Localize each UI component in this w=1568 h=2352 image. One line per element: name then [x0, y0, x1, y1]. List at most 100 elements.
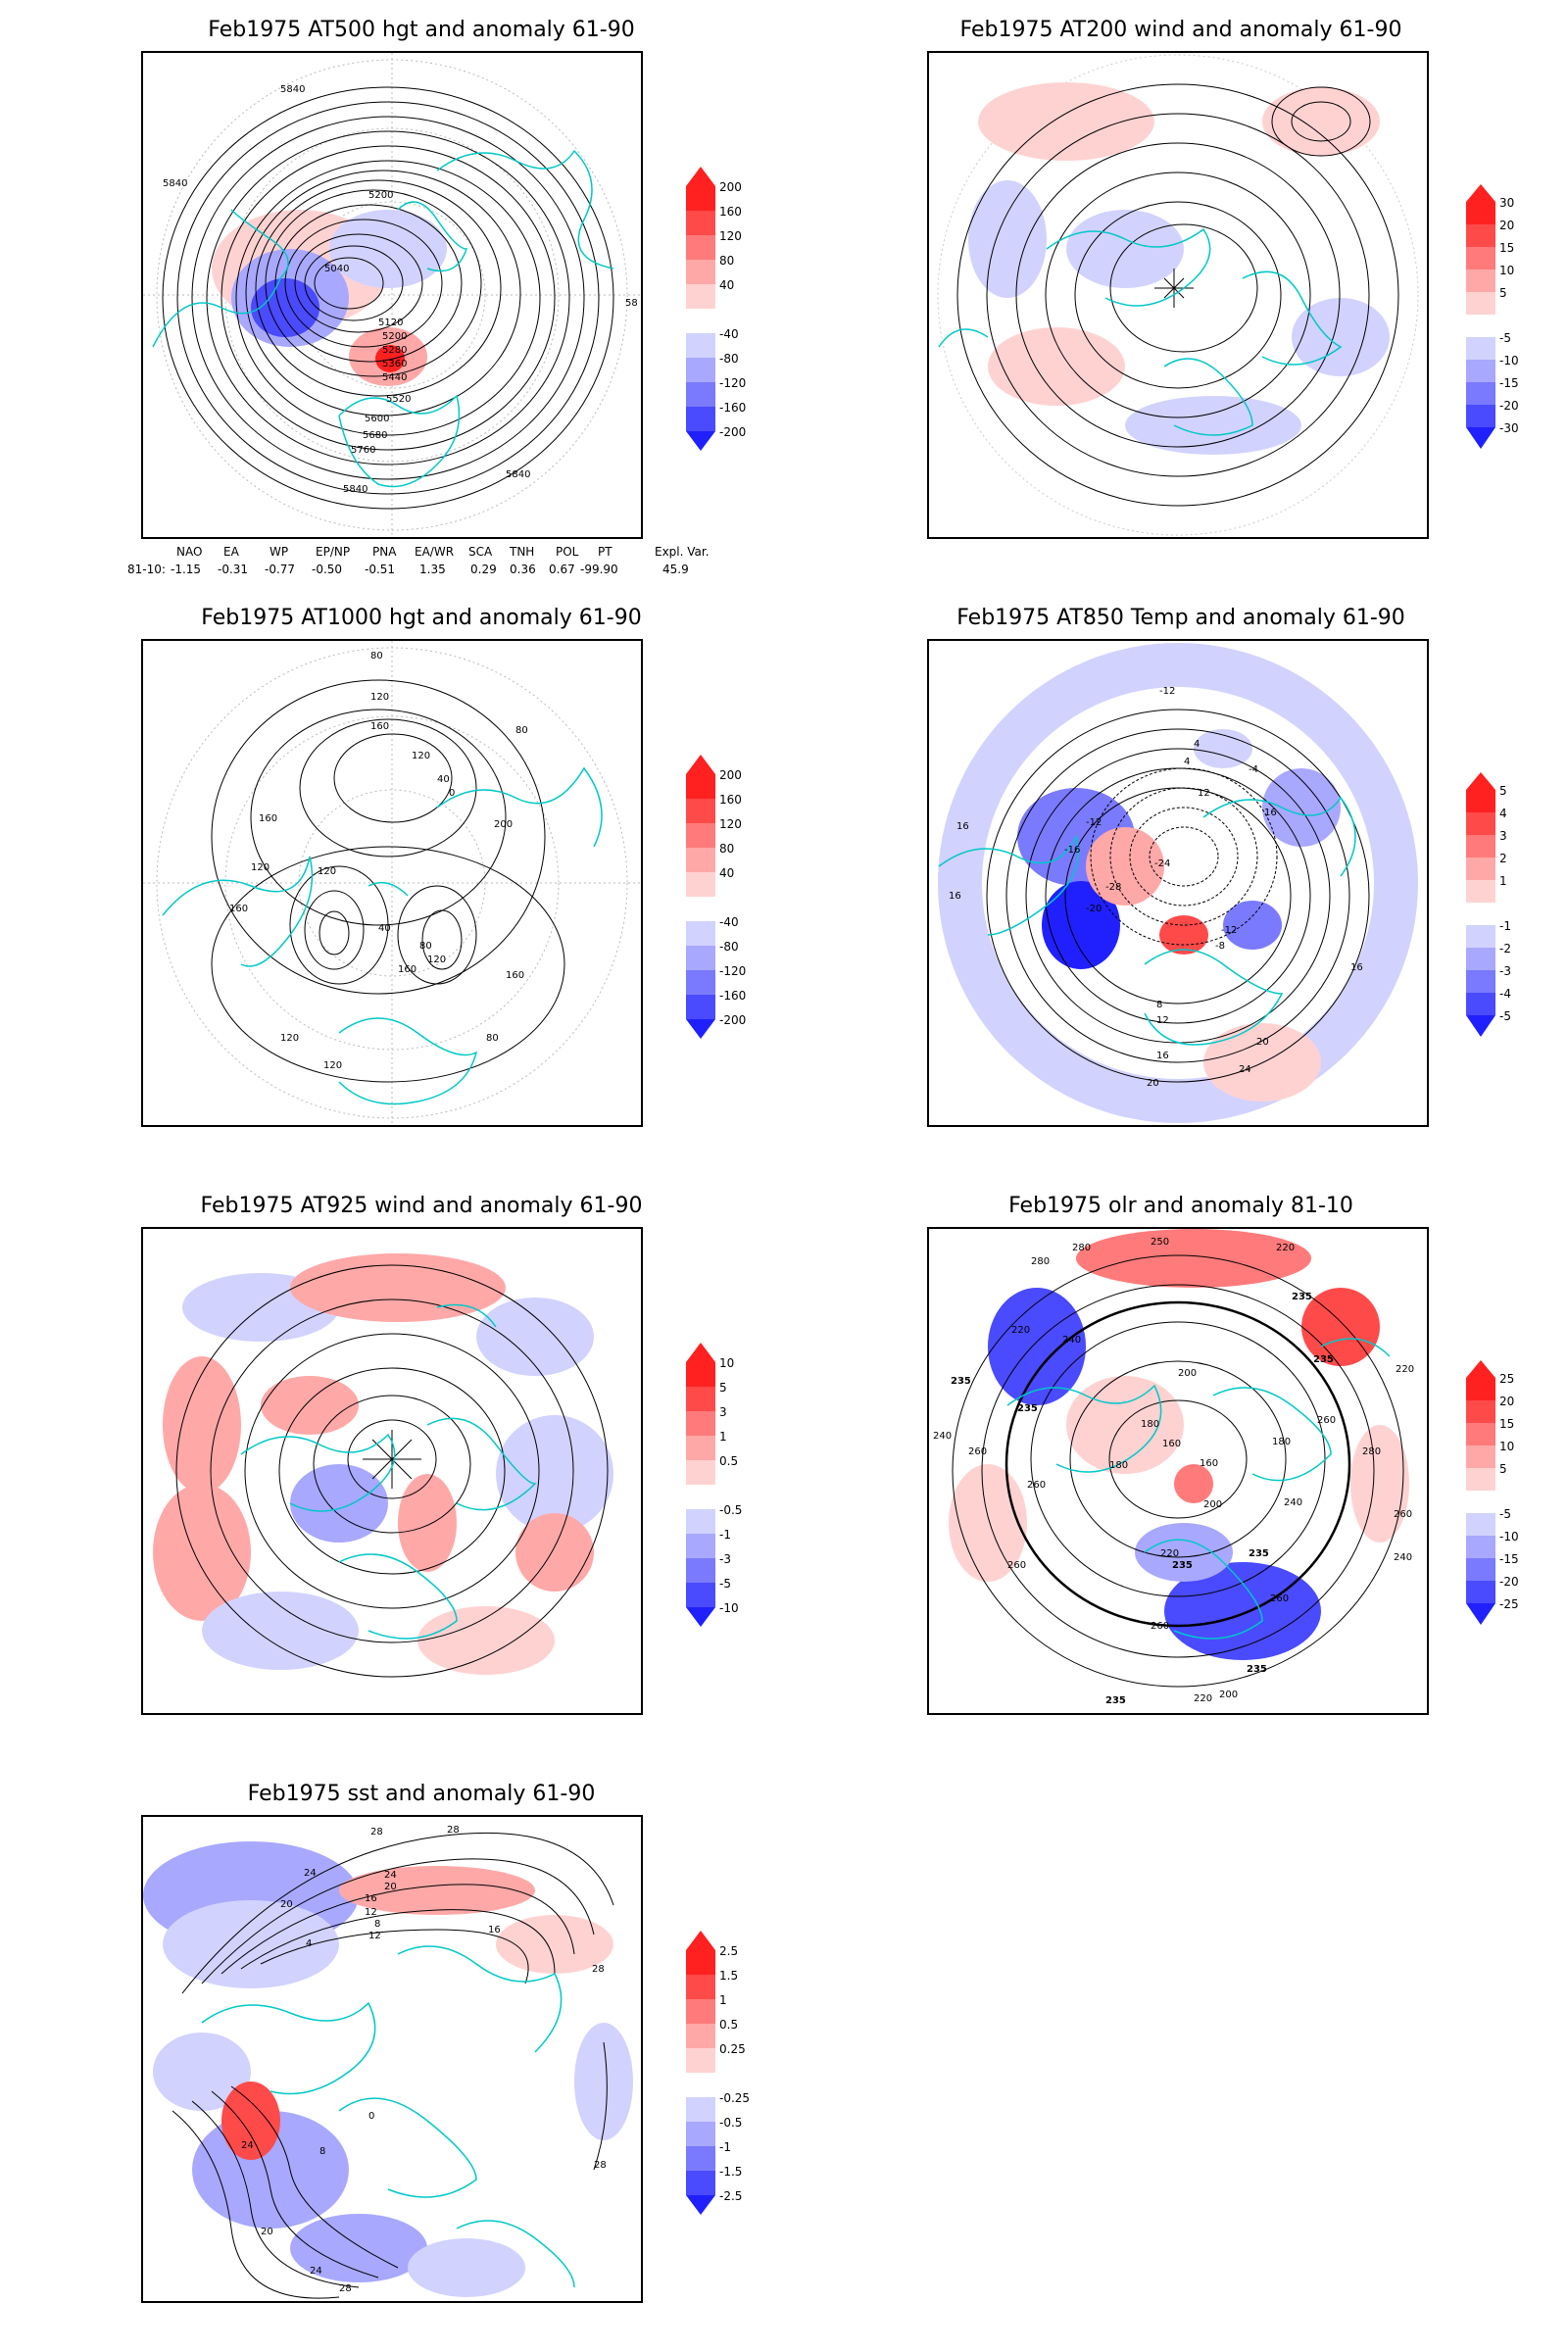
colorbar-label: -10	[719, 1601, 739, 1615]
anomaly-shading	[143, 1841, 633, 2297]
colorbar-label: -80	[719, 352, 739, 366]
colorbar-label: 5	[719, 1381, 727, 1395]
dashed-contours	[1090, 767, 1278, 946]
colorbar-label: 2	[1499, 852, 1507, 865]
idx-value: -0.50	[312, 563, 343, 576]
contour-label: 20	[280, 1899, 293, 1910]
contour-label: 24	[304, 1868, 317, 1879]
contour-label: 5120	[378, 318, 404, 328]
colorbar-label: -0.25	[719, 2091, 751, 2105]
colorbar-label: 120	[719, 229, 742, 243]
contour-label: 8	[1156, 1000, 1163, 1010]
contour-label: 5840	[343, 484, 368, 495]
contour-label: 20	[261, 2227, 273, 2237]
colorbar-label: 80	[719, 842, 735, 856]
colorbar: 2.5 1.5 1 0.5 0.25 -0.25 -0.5 -1 -1.5 -2…	[686, 1931, 784, 2215]
contour-label: 260	[968, 1446, 988, 1457]
colorbar-label: 3	[719, 1405, 727, 1419]
idx-header: SCA	[468, 545, 493, 559]
contour-label: 160	[229, 904, 249, 914]
colorbar: 10 5 3 1 0.5 -0.5 -1 -3 -5 -10	[686, 1343, 784, 1627]
contour-label: 4	[306, 1938, 313, 1949]
contour-label: 240	[1394, 1552, 1413, 1563]
colorbar-label: -40	[719, 327, 739, 341]
contour-label: 80	[370, 651, 383, 662]
map-olr: 280 280 250 220 235 240 220 235 235 240 …	[927, 1227, 1429, 1715]
colorbar-label: 4	[1499, 807, 1507, 820]
contour-label: 160	[1200, 1458, 1219, 1469]
contour-label: 20	[1147, 1078, 1159, 1089]
contour-label: 240	[1062, 1335, 1082, 1346]
coastlines	[162, 766, 603, 1105]
contour-label: 16	[488, 1925, 501, 1936]
contour-label: 235	[1172, 1560, 1193, 1571]
contour-label: 28	[592, 1964, 605, 1975]
panel-title: Feb1975 olr and anomaly 81-10	[1008, 1194, 1353, 1218]
map-at1000: 80 120 160 120 40 0 160 80 200 120 120 1…	[141, 639, 643, 1127]
contour-label: 200	[1178, 1368, 1198, 1379]
colorbar-label: 20	[1499, 1395, 1515, 1408]
contour-label: 5200	[382, 331, 408, 342]
colorbar-label: 5	[1499, 286, 1507, 300]
contour-label: 120	[251, 862, 270, 873]
colorbar-label: 15	[1499, 241, 1515, 255]
colorbar: 25 20 15 10 5 -5 -10 -15 -20 -25	[1466, 1360, 1564, 1625]
colorbar-label: -2.5	[719, 2189, 743, 2203]
colorbar-label: -1	[719, 2140, 731, 2154]
contour-label: 5840	[280, 84, 306, 95]
contour-label: 5200	[368, 190, 394, 201]
colorbar-label: -15	[1499, 1552, 1519, 1566]
anomaly-shading	[968, 82, 1390, 455]
contour-label: 260	[1270, 1593, 1290, 1604]
contour-label: -12	[1086, 817, 1102, 828]
contour-label: -28	[1105, 882, 1122, 893]
contour-label: 260	[1317, 1415, 1337, 1426]
height-contours	[211, 679, 565, 1083]
contour-label: 120	[427, 955, 447, 965]
colorbar-label: -5	[719, 1577, 731, 1591]
contour-label: 220	[1396, 1364, 1415, 1375]
contour-label: 160	[1162, 1439, 1182, 1449]
contour-label: 260	[1151, 1621, 1170, 1632]
contour-label: 16	[1264, 808, 1277, 818]
contour-label: 280	[1031, 1256, 1051, 1267]
colorbar-label: 25	[1499, 1372, 1515, 1386]
colorbar-label: -5	[1499, 1009, 1511, 1023]
idx-header: NAO	[176, 545, 203, 559]
colorbar-label: -160	[719, 401, 747, 415]
map-at850-temp: -12 -12 -16 -24 -28 -20 -12 -8 16 16 16 …	[927, 639, 1429, 1127]
contour-label: 20	[1256, 1037, 1269, 1048]
contour-label: 235	[1017, 1403, 1038, 1414]
contour-label: 5840	[506, 469, 531, 480]
colorbar-label: 160	[719, 793, 742, 807]
map-sst: 28 28 24 20 24 20 16 12 8 4 16 12 24 8 0…	[141, 1815, 643, 2303]
contour-label: 8	[374, 1919, 381, 1930]
colorbar-label: -40	[719, 915, 739, 929]
idx-header: EA	[223, 545, 239, 559]
contour-label: 220	[1194, 1693, 1213, 1704]
colorbar-label: -20	[1499, 1575, 1519, 1589]
contour-label: 12	[365, 1907, 377, 1918]
contour-label: 40	[437, 774, 450, 785]
colorbar: 200 160 120 80 40 -40 -80 -120 -160 -200	[686, 755, 784, 1039]
contour-label: 220	[1276, 1243, 1296, 1253]
colorbar-label: -2	[1499, 942, 1511, 956]
colorbar: 30 20 15 10 5 -5 -10 -15 -20 -30	[1466, 184, 1564, 449]
colorbar-label: -5	[1499, 1507, 1511, 1521]
contour-label: 200	[1203, 1499, 1223, 1510]
contour-label: 235	[1313, 1354, 1334, 1365]
contour-label: 235	[1249, 1548, 1269, 1559]
idx-value: 0.67	[549, 563, 575, 576]
colorbar-label: -10	[1499, 1530, 1519, 1544]
contour-label: 120	[370, 692, 390, 703]
streamlines	[175, 1264, 609, 1678]
contour-label: 0	[449, 788, 456, 799]
contour-label: 24	[241, 2140, 254, 2151]
contour-label: 160	[398, 964, 417, 975]
colorbar-label: 120	[719, 817, 742, 831]
contour-label: 200	[494, 819, 514, 830]
idx-header: Expl. Var.	[655, 545, 710, 559]
contour-label: 220	[1160, 1548, 1180, 1559]
colorbar-label: -25	[1499, 1597, 1519, 1611]
contour-label: -20	[1086, 904, 1102, 914]
